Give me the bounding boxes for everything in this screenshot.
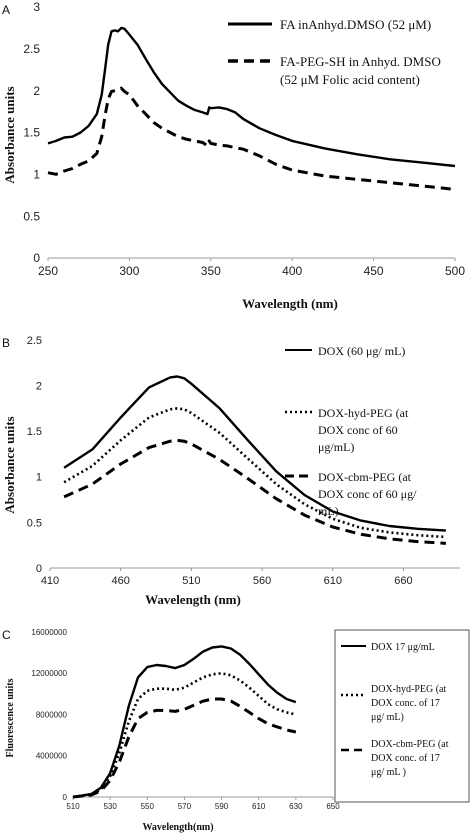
chart-c: C 0 4000000 8000000 12000000 16000000 510 530 5…	[2, 628, 470, 833]
legend-b: DOX (60 μg/ mL) DOX-hyd-PEG (at DOX conc…	[285, 344, 417, 518]
series-line-c-1	[72, 671, 297, 799]
x-axis-label-a: Wavelength (nm)	[242, 296, 338, 311]
legend-label-a-1-line-2: (52 μM Folic acid content)	[280, 72, 420, 87]
series-line-c-0	[72, 645, 297, 799]
x-tick-label-c: 610	[252, 802, 266, 811]
plot-area-c: 0 4000000 8000000 12000000 16000000 510 530 550…	[31, 628, 340, 811]
plot-area-a: 0 0.5 1 1.5 2 2.5 3 250 300 350 400 450 500	[23, 0, 465, 278]
x-tick-label-b: 610	[324, 575, 342, 587]
y-tick-label-a: 0	[33, 251, 40, 265]
x-tick-label-a: 500	[445, 264, 465, 278]
x-tick-label-c: 550	[141, 802, 155, 811]
y-tick-label-a: 1.5	[23, 126, 40, 140]
x-tick-label-c: 650	[326, 802, 340, 811]
legend-label-b-1-line-3: μg/mL)	[318, 440, 354, 454]
y-tick-label-a: 3	[33, 0, 40, 14]
legend-label-c-0: DOX 17 μg/mL	[371, 642, 435, 653]
x-tick-label-b: 510	[182, 575, 200, 587]
y-tick-label-c: 12000000	[31, 669, 67, 678]
legend-label-b-2-line-1: DOX-cbm-PEG (at	[318, 470, 412, 484]
x-axis-label-b: Wavelength (nm)	[145, 592, 241, 607]
series-line-a-1	[47, 86, 456, 191]
legend-label-c-2-line-1: DOX-cbm-PEG (at	[371, 739, 449, 750]
legend-label-c-2-line-2: DOX conc. of 17	[371, 753, 440, 764]
y-tick-label-a: 0.5	[23, 209, 40, 223]
y-tick-label-b: 2	[36, 380, 42, 392]
x-tick-label-b: 560	[253, 575, 271, 587]
y-axis-label-a: Absorbance units	[2, 86, 17, 183]
x-axis-label-c: Wavelength(nm)	[142, 822, 213, 833]
series-line-b-1	[63, 407, 446, 539]
series-line-c-2	[72, 697, 297, 799]
y-tick-label-c: 8000000	[36, 710, 68, 719]
legend-label-a-0: FA inAnhyd.DMSO (52 μM)	[280, 17, 431, 32]
series-line-b-2	[63, 438, 446, 545]
panel-label-b: B	[2, 336, 10, 350]
panel-label-c: C	[2, 628, 11, 642]
plot-area-b: 0 0.5 1 1.5 2 2.5 410 460 510 560 610 660	[27, 335, 460, 587]
y-tick-label-b: 0	[36, 563, 42, 575]
x-tick-label-b: 660	[394, 575, 412, 587]
x-tick-label-a: 450	[364, 264, 384, 278]
legend-c: DOX 17 μg/mL DOX-hyd-PEG (at DOX conc. o…	[334, 629, 470, 803]
legend-box-c	[334, 629, 470, 803]
x-tick-label-b: 410	[41, 575, 59, 587]
panel-label-a: A	[2, 3, 10, 17]
y-tick-label-c: 4000000	[36, 752, 68, 761]
x-tick-label-a: 400	[282, 264, 302, 278]
y-tick-label-a: 1	[33, 168, 40, 182]
x-tick-label-b: 460	[112, 575, 130, 587]
y-tick-label-b: 1.5	[27, 426, 42, 438]
y-tick-label-b: 1	[36, 472, 42, 484]
legend-a: FA inAnhyd.DMSO (52 μM) FA-PEG-SH in Anh…	[228, 17, 441, 87]
x-tick-label-c: 630	[289, 802, 303, 811]
y-tick-label-b: 0.5	[27, 517, 42, 529]
series-line-b-0	[63, 375, 446, 532]
legend-label-a-1-line-1: FA-PEG-SH in Anhyd. DMSO	[280, 54, 441, 69]
legend-label-b-0: DOX (60 μg/ mL)	[318, 344, 405, 358]
y-axis-label-b: Absorbance units	[2, 416, 17, 513]
y-axis-label-c: Fluorescence units	[5, 678, 16, 757]
y-tick-label-c: 16000000	[31, 628, 67, 637]
y-tick-label-b: 2.5	[27, 335, 42, 347]
legend-label-b-2-line-2: DOX conc of 60 μg/	[318, 487, 417, 501]
y-tick-label-a: 2.5	[23, 42, 40, 56]
chart-b: B 0 0.5 1 1.5 2 2.5 410 460 510 560 610 660 Wavelen…	[2, 335, 460, 607]
series-line-a-0	[47, 26, 456, 168]
legend-label-c-1-line-3: μg/ mL)	[371, 712, 404, 723]
x-tick-label-a: 250	[38, 264, 58, 278]
legend-label-c-1-line-2: DOX conc. of 17	[371, 698, 440, 709]
y-tick-label-a: 2	[33, 84, 40, 98]
legend-label-b-1-line-1: DOX-hyd-PEG (at	[318, 406, 409, 420]
x-tick-label-c: 510	[66, 802, 80, 811]
legend-label-b-1-line-2: DOX conc of 60	[318, 423, 398, 437]
chart-a: A 0 0.5 1 1.5 2 2.5 3 250 300 350 400 450 500 Wavele…	[2, 0, 465, 311]
x-tick-label-c: 590	[215, 802, 229, 811]
legend-label-c-1-line-1: DOX-hyd-PEG (at	[371, 684, 446, 695]
legend-label-b-2-line-3: mL)	[318, 504, 339, 518]
y-tick-label-c: 0	[63, 793, 68, 802]
x-tick-label-c: 570	[178, 802, 192, 811]
x-tick-label-a: 350	[201, 264, 221, 278]
legend-label-c-2-line-3: μg/ mL )	[371, 767, 406, 778]
x-tick-label-c: 530	[103, 802, 117, 811]
x-tick-label-a: 300	[119, 264, 139, 278]
